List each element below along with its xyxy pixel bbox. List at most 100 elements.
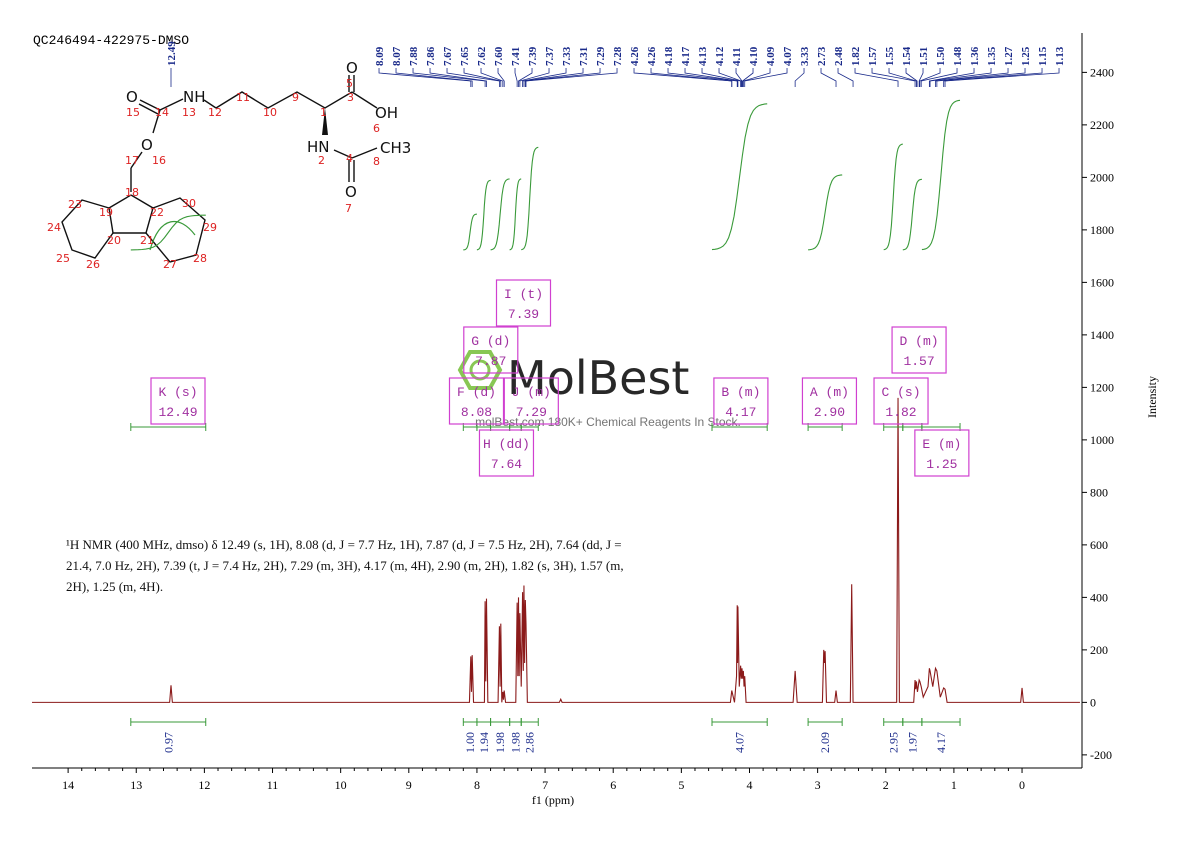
peak-pick-line — [514, 68, 518, 87]
peak-label: 7.41 — [510, 47, 522, 66]
peak-pick-line — [820, 68, 837, 87]
atom-number: 12 — [208, 106, 222, 119]
multiplet-box — [448, 377, 505, 425]
atom-number: 28 — [193, 252, 207, 265]
x-tick-label: 0 — [1019, 778, 1025, 792]
y-tick-label: 0 — [1090, 695, 1096, 709]
peak-label: 8.09 — [374, 46, 386, 66]
peak-pick-line — [905, 68, 918, 87]
peak-pick-line — [920, 68, 958, 87]
peak-label: 2.73 — [816, 46, 828, 66]
peak-label: 3.33 — [799, 46, 811, 66]
peak-label: 4.12 — [714, 46, 726, 66]
atom-number: 27 — [163, 258, 177, 271]
atom: O — [126, 88, 138, 106]
x-tick-label: 1 — [951, 778, 957, 792]
integral-curve — [509, 178, 522, 251]
peak-pick-line — [412, 68, 486, 87]
integral-curve — [921, 99, 961, 251]
peak-pick-line — [524, 68, 601, 87]
peak-pick-line — [936, 68, 1026, 87]
multiplet-shift: 2.90 — [814, 405, 845, 420]
multiplet-box — [150, 377, 206, 425]
atom-number: 16 — [152, 154, 166, 167]
peak-label: 1.48 — [952, 46, 964, 66]
peak-label: 12.49 — [166, 41, 178, 66]
x-axis-label: f1 (ppm) — [532, 793, 574, 807]
peak-label: 4.07 — [782, 46, 794, 66]
peak-label: 4.09 — [765, 46, 777, 66]
peak-label: 1.50 — [935, 46, 947, 66]
peak-pick-line — [888, 68, 917, 87]
peak-pick-line — [463, 68, 502, 87]
x-tick-label: 11 — [267, 778, 279, 792]
peak-label: 1.35 — [986, 46, 998, 66]
peak-pick-line — [718, 68, 742, 87]
atom-number: 19 — [99, 206, 113, 219]
integral-curve — [463, 213, 477, 251]
peak-label: 1.51 — [918, 47, 930, 66]
x-tick-label: 12 — [198, 778, 210, 792]
atom-number: 23 — [68, 198, 82, 211]
x-tick-label: 3 — [815, 778, 821, 792]
peak-pick-line — [497, 68, 505, 87]
peak-label: 2.48 — [833, 46, 845, 66]
peak-pick-line — [446, 68, 500, 87]
integral-label: 1.98 — [493, 732, 507, 753]
watermark-tagline: molBest.com 180K+ Chemical Reagents In S… — [475, 415, 741, 429]
integral-curve — [902, 178, 922, 251]
multiplet-name: G (d) — [471, 334, 510, 349]
multiplet-shift: 7.87 — [475, 354, 506, 369]
spectrum — [32, 397, 1080, 703]
peak-pick-line — [701, 68, 742, 87]
atom: O — [345, 183, 357, 201]
peak-label: 7.29 — [595, 46, 607, 66]
atom: NH — [183, 88, 206, 106]
peak-label: 4.11 — [731, 47, 743, 66]
peak-label: 4.26 — [629, 46, 641, 66]
peak-pick-line — [650, 68, 733, 87]
peak-pick-line — [667, 68, 738, 87]
peak-label: 7.37 — [544, 46, 556, 66]
x-tick-label: 5 — [678, 778, 684, 792]
peak-label: 1.36 — [969, 46, 981, 66]
peak-label: 8.07 — [391, 46, 403, 66]
multiplet-shift: 4.17 — [725, 405, 756, 420]
integral-label: 4.07 — [733, 732, 747, 753]
y-tick-label: 400 — [1090, 590, 1108, 604]
y-tick-label: 200 — [1090, 643, 1108, 657]
atom-number: 11 — [236, 91, 250, 104]
peak-label: 7.31 — [578, 47, 590, 66]
peak-label: 7.62 — [476, 46, 488, 66]
atom-number: 10 — [263, 106, 277, 119]
atom-number: 25 — [56, 252, 70, 265]
peak-pick-line — [943, 68, 1043, 87]
multiplet-shift: 7.64 — [491, 457, 522, 472]
y-tick-label: 1200 — [1090, 380, 1114, 394]
multiplet-shift: 1.57 — [903, 354, 934, 369]
peak-label: 7.86 — [425, 46, 437, 66]
peak-pick-line — [684, 68, 739, 87]
peak-pick-line — [522, 68, 567, 87]
peak-label: 7.88 — [408, 46, 420, 66]
atom-number: 21 — [140, 234, 154, 247]
y-tick-label: 2200 — [1090, 118, 1114, 132]
multiplet-name: I (t) — [504, 287, 543, 302]
atom-number: 9 — [292, 91, 299, 104]
atom-number: 15 — [126, 106, 140, 119]
atom-number: 1 — [320, 106, 327, 119]
peak-label: 7.39 — [527, 46, 539, 66]
atom-number: 18 — [125, 186, 139, 199]
integral-label: 1.00 — [463, 732, 477, 753]
peak-pick-line — [837, 68, 854, 87]
peak-pick-line — [794, 68, 805, 87]
peak-pick-line — [525, 68, 618, 87]
peak-pick-line — [935, 68, 1009, 87]
integral-label: 4.17 — [934, 732, 948, 753]
peak-label: 7.67 — [442, 46, 454, 66]
peak-label: 7.33 — [561, 46, 573, 66]
x-tick-label: 13 — [130, 778, 142, 792]
multiplet-box — [891, 326, 947, 374]
atom-number: 7 — [345, 202, 352, 215]
multiplet-box — [463, 326, 519, 374]
